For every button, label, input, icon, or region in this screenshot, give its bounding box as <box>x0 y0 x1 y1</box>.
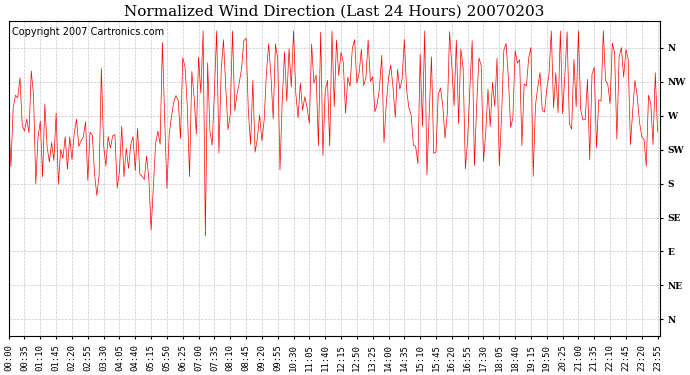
Title: Normalized Wind Direction (Last 24 Hours) 20070203: Normalized Wind Direction (Last 24 Hours… <box>124 4 544 18</box>
Text: Copyright 2007 Cartronics.com: Copyright 2007 Cartronics.com <box>12 27 164 37</box>
